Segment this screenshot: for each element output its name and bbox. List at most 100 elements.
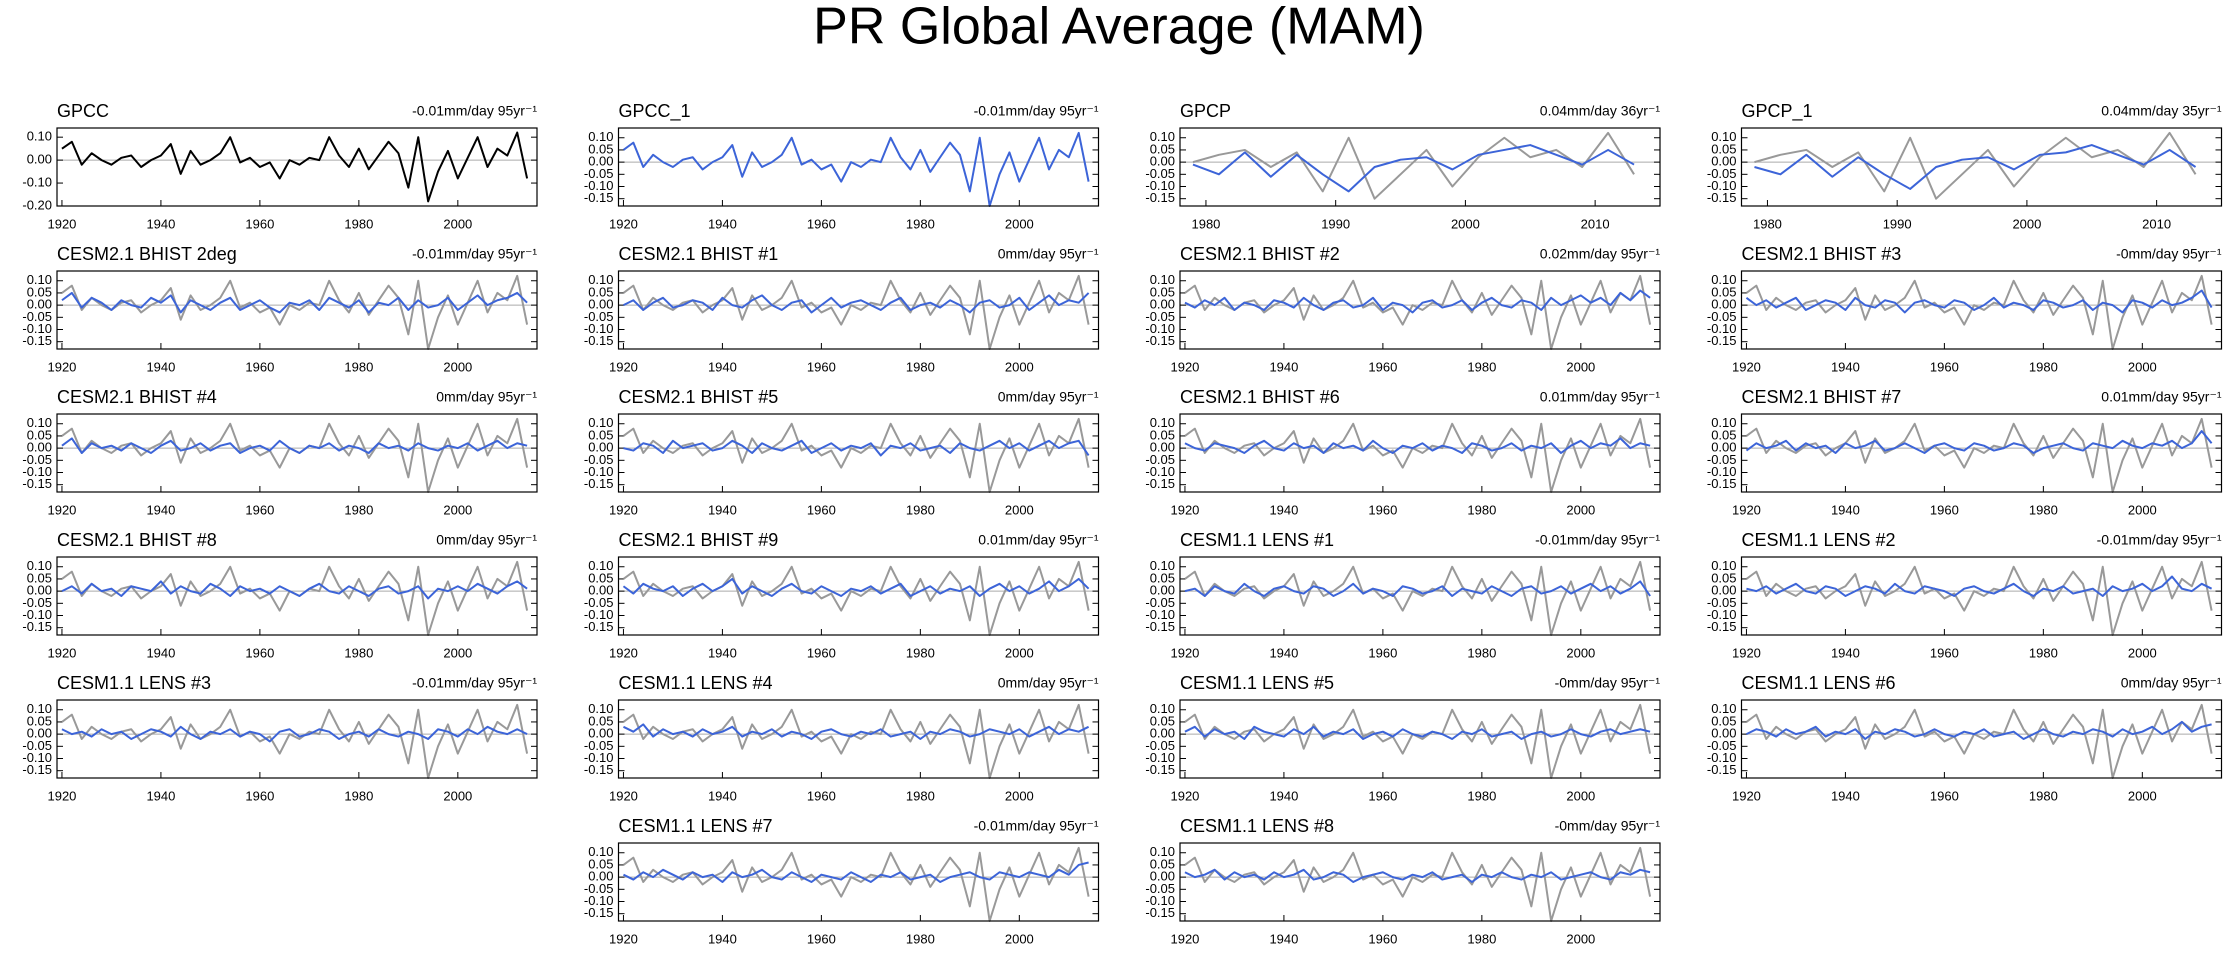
series-line xyxy=(1184,437,1651,454)
x-tick-label: 2000 xyxy=(443,359,472,374)
y-tick-label: -0.05 xyxy=(1145,452,1175,467)
x-tick-label: 1980 xyxy=(906,931,935,946)
panel: CESM2.1 BHIST #3 -0mm/day 95yr⁻¹ 0.100.050… xyxy=(1707,244,2223,374)
x-tick-label: 2000 xyxy=(2128,502,2157,517)
y-tick-label: 0.00 xyxy=(27,297,52,312)
plot-frame xyxy=(1740,699,2223,779)
plot-frame xyxy=(617,127,1100,207)
plot-frame xyxy=(1179,127,1661,207)
series-line xyxy=(61,274,529,350)
y-tick-label: 0.05 xyxy=(1711,570,1736,585)
x-tick-label: 1980 xyxy=(1467,645,1496,660)
y-tick-label: -0.05 xyxy=(1707,309,1737,324)
y-tick-label: 0.05 xyxy=(588,570,613,585)
x-tick-label: 1980 xyxy=(2029,359,2058,374)
y-tick-label: 0.10 xyxy=(1711,558,1736,573)
y-tick-label: -0.15 xyxy=(584,905,614,920)
series-line xyxy=(61,580,528,600)
y-tick-label: -0.10 xyxy=(1707,750,1737,765)
panel-title: CESM2.1 BHIST 2deg xyxy=(57,244,237,264)
x-tick-label: 1940 xyxy=(1831,359,1860,374)
y-tick-label: 0.00 xyxy=(588,297,613,312)
panel: CESM2.1 BHIST #6 0.01mm/day 95yr⁻¹0.100.0… xyxy=(1145,387,1661,517)
series-line xyxy=(622,560,1090,636)
y-tick-label: -0.15 xyxy=(1707,333,1737,348)
series-line xyxy=(1184,560,1652,636)
x-tick-label: 1920 xyxy=(47,788,76,803)
x-tick-label: 1940 xyxy=(1831,788,1860,803)
panel-title: CESM1.1 LENS #6 xyxy=(1742,673,1896,693)
y-tick-label: 0.10 xyxy=(1150,844,1175,859)
y-tick-label: 0.10 xyxy=(1711,701,1736,716)
y-tick-label: 0.00 xyxy=(1150,440,1175,455)
y-tick-label: -0.05 xyxy=(1145,738,1175,753)
x-tick-label: 1920 xyxy=(1170,502,1199,517)
panel: CESM2.1 BHIST #5 0mm/day 95yr⁻¹ 0.100.050.… xyxy=(584,387,1100,517)
y-tick-label: 0.10 xyxy=(1150,415,1175,430)
panel: GPCP_1 0.04mm/day 35yr⁻¹ 0.100.050.00-0.05… xyxy=(1707,101,2223,231)
y-tick-label: 0.10 xyxy=(27,701,52,716)
y-tick-label: -0.05 xyxy=(584,595,614,610)
x-tick-label: 1920 xyxy=(609,931,638,946)
y-tick-label: 0.00 xyxy=(1150,726,1175,741)
x-tick-label: 1960 xyxy=(245,359,274,374)
panel-title: CESM1.1 LENS #3 xyxy=(57,673,211,693)
figure-title: PR Global Average (MAM) xyxy=(813,0,1425,56)
x-tick-label: 2000 xyxy=(2128,788,2157,803)
series-line xyxy=(1192,131,1635,200)
plot-frame xyxy=(1179,556,1661,636)
x-tick-label: 1940 xyxy=(708,359,737,374)
panel: CESM1.1 LENS #8 -0mm/day 95yr⁻¹ 0.100.050.… xyxy=(1145,816,1661,946)
x-tick-label: 1990 xyxy=(1321,216,1350,231)
y-tick-label: -0.20 xyxy=(22,197,52,212)
panel: CESM2.1 BHIST #1 0mm/day 95yr⁻¹ 0.100.050.… xyxy=(584,244,1100,374)
x-tick-label: 1980 xyxy=(1753,216,1782,231)
y-tick-label: 0.10 xyxy=(1711,272,1736,287)
y-tick-label: 0.00 xyxy=(27,583,52,598)
panel: CESM2.1 BHIST #9 0.01mm/day 95yr⁻¹0.100.0… xyxy=(584,530,1100,660)
series-line xyxy=(1746,575,2213,597)
trend-annotation: 0.04mm/day 35yr⁻¹ xyxy=(2101,103,2222,119)
y-tick-label: -0.15 xyxy=(584,190,614,205)
x-tick-label: 1960 xyxy=(1368,502,1397,517)
y-tick-label: 0.05 xyxy=(1711,713,1736,728)
series-line xyxy=(61,131,529,203)
x-tick-label: 1960 xyxy=(245,502,274,517)
trend-annotation: -0.01mm/day 95yr⁻¹ xyxy=(2097,532,2222,548)
y-tick-label: 0.10 xyxy=(1150,558,1175,573)
y-tick-label: 0.10 xyxy=(1711,415,1736,430)
x-tick-label: 1980 xyxy=(1467,931,1496,946)
x-tick-label: 1940 xyxy=(1269,359,1298,374)
panel-title: CESM1.1 LENS #4 xyxy=(619,673,773,693)
x-tick-label: 1980 xyxy=(1467,502,1496,517)
y-tick-label: 0.00 xyxy=(1711,726,1736,741)
y-tick-label: -0.10 xyxy=(22,750,52,765)
y-tick-label: 0.00 xyxy=(588,726,613,741)
y-tick-label: 0.05 xyxy=(588,427,613,442)
y-tick-label: -0.15 xyxy=(1145,190,1175,205)
y-tick-label: -0.05 xyxy=(1145,595,1175,610)
y-tick-label: 0.00 xyxy=(588,583,613,598)
plot-frame xyxy=(1179,842,1661,922)
y-tick-label: -0.10 xyxy=(1145,464,1175,479)
y-tick-label: 0.10 xyxy=(1150,129,1175,144)
x-tick-label: 1980 xyxy=(2029,502,2058,517)
series-line xyxy=(622,274,1090,350)
x-tick-label: 1980 xyxy=(1467,788,1496,803)
y-tick-label: 0.10 xyxy=(588,558,613,573)
series-line xyxy=(1745,703,2213,779)
panel: CESM2.1 BHIST 2deg -0.01mm/day 95yr⁻¹ 0.10… xyxy=(22,244,538,374)
x-tick-label: 1920 xyxy=(609,502,638,517)
trend-annotation: -0.01mm/day 95yr⁻¹ xyxy=(974,818,1099,834)
series-line xyxy=(622,703,1090,779)
series-line xyxy=(61,725,528,743)
y-tick-label: -0.15 xyxy=(1145,619,1175,634)
x-tick-label: 2000 xyxy=(1566,931,1595,946)
series-line xyxy=(61,437,528,454)
plot-frame xyxy=(56,270,538,350)
series-line xyxy=(1184,725,1651,740)
y-tick-label: 0.10 xyxy=(27,558,52,573)
y-tick-label: 0.05 xyxy=(1711,284,1736,299)
trend-annotation: -0mm/day 95yr⁻¹ xyxy=(2116,246,2222,262)
trend-annotation: -0.01mm/day 95yr⁻¹ xyxy=(412,675,537,691)
